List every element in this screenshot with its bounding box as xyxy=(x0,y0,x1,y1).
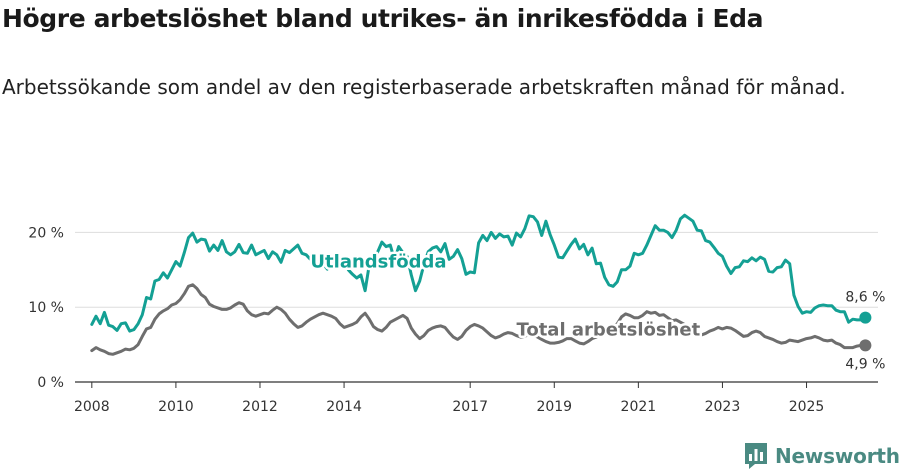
series-annotation: Utlandsfödda xyxy=(310,252,446,273)
y-axis-ticks: 0 % 10 % 20 % xyxy=(28,225,64,391)
newsworthy-logo-icon xyxy=(745,443,767,469)
x-tick-label: 2025 xyxy=(789,399,825,415)
x-axis: 2008 2010 2012 2014 2017 2019 2021 2023 2025 xyxy=(74,381,878,415)
grid-lines xyxy=(75,231,878,308)
x-tick-label: 2017 xyxy=(452,399,488,415)
x-tick-label: 2008 xyxy=(74,399,110,415)
series-line-utlandsfodda xyxy=(90,213,867,333)
end-value-label: 4,9 % xyxy=(845,356,885,372)
y-tick-label: 10 % xyxy=(28,300,64,316)
x-tick-label: 2021 xyxy=(621,399,657,415)
brand-name: Newsworthy xyxy=(775,444,900,468)
x-tick-label: 2023 xyxy=(705,399,741,415)
y-tick-label: 0 % xyxy=(37,375,64,391)
y-tick-label: 20 % xyxy=(28,225,64,241)
series-labels: 4,9 % 8,6 % Utlandsfödda Total arbetslöshet xyxy=(308,249,885,372)
x-tick-label: 2014 xyxy=(326,399,362,415)
x-tick-label: 2012 xyxy=(242,399,278,415)
newsworthy-brand[interactable]: Newsworthy xyxy=(744,442,900,470)
end-point-utlandsfodda xyxy=(859,311,872,324)
end-point-total xyxy=(859,339,872,352)
series-lines xyxy=(90,213,872,356)
end-value-label: 8,6 % xyxy=(845,290,885,306)
series-line-total xyxy=(90,283,867,356)
chart-subtitle: Arbetssökande som andel av den registerb… xyxy=(2,75,846,99)
series-annotation: Total arbetslöshet xyxy=(516,320,700,341)
chart-title: Högre arbetslöshet bland utrikes- än inr… xyxy=(2,4,764,33)
x-tick-label: 2010 xyxy=(158,399,194,415)
x-tick-label: 2019 xyxy=(536,399,572,415)
